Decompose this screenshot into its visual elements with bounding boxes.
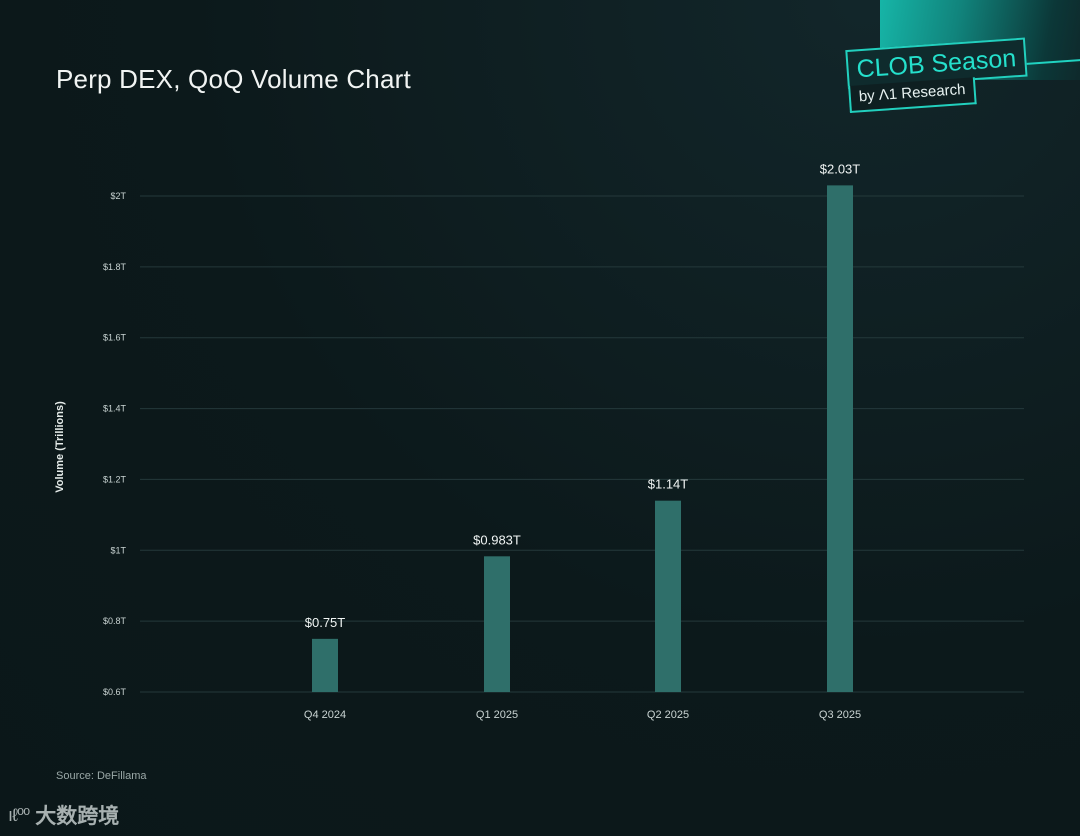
watermark-logo-icon: ıℓ⁰⁰ — [8, 804, 30, 825]
y-tick-label: $0.8T — [103, 616, 127, 626]
bar — [312, 638, 338, 692]
x-tick-label: Q4 2024 — [304, 709, 346, 721]
watermark: ıℓ⁰⁰ 大数跨境 — [8, 800, 119, 830]
x-tick-label: Q3 2025 — [819, 709, 861, 721]
y-tick-label: $0.6T — [103, 687, 127, 697]
bar — [827, 185, 853, 692]
y-tick-label: $2T — [110, 191, 126, 201]
x-tick-label: Q2 2025 — [647, 709, 689, 721]
y-tick-label: $1.4T — [103, 404, 127, 414]
data-label: $2.03T — [820, 161, 861, 176]
data-label: $0.75T — [305, 615, 346, 630]
bar — [655, 500, 681, 692]
chart-title: Perp DEX, QoQ Volume Chart — [56, 64, 411, 94]
bar — [484, 556, 510, 692]
y-tick-label: $1.8T — [103, 262, 127, 272]
y-tick-label: $1.6T — [103, 333, 127, 343]
watermark-text: 大数跨境 — [35, 805, 120, 828]
x-tick-label: Q1 2025 — [476, 709, 518, 721]
data-label: $1.14T — [648, 477, 689, 492]
y-tick-label: $1T — [110, 545, 126, 555]
data-label: $0.983T — [473, 532, 521, 547]
y-tick-label: $1.2T — [103, 474, 127, 484]
y-axis-title: Volume (Trillions) — [54, 401, 66, 493]
source-note: Source: DeFillama — [56, 770, 147, 782]
